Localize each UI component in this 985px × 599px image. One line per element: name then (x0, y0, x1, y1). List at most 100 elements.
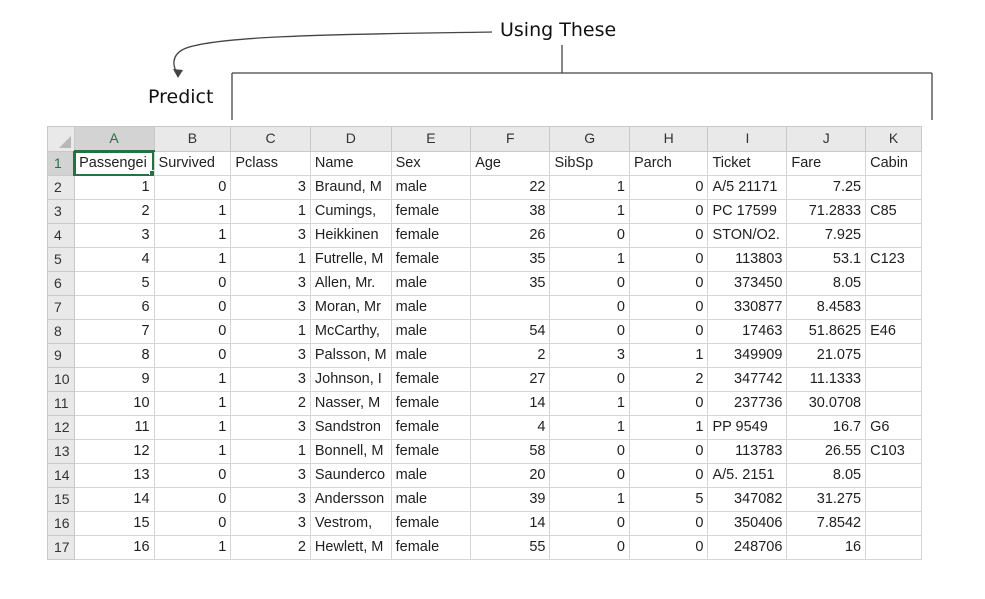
cell[interactable]: Cumings, (309, 199, 392, 224)
cell[interactable]: Passengei (73, 150, 155, 176)
row-header[interactable]: 5 (47, 247, 75, 272)
cell[interactable]: male (390, 487, 472, 512)
cell[interactable]: 0 (628, 391, 709, 416)
cell[interactable]: Name (309, 150, 392, 176)
cell[interactable]: Pclass (230, 150, 311, 176)
cell[interactable] (865, 511, 922, 536)
cell[interactable]: 350406 (707, 511, 788, 536)
cell[interactable] (865, 223, 922, 248)
cell[interactable]: male (390, 343, 472, 368)
cell[interactable]: 0 (628, 319, 709, 344)
cell[interactable]: 17463 (707, 319, 788, 344)
cell[interactable]: 11.1333 (786, 367, 867, 392)
cell[interactable]: 5 (73, 271, 155, 296)
cell[interactable]: PP 9549 (707, 415, 788, 440)
cell[interactable]: 1 (549, 199, 630, 224)
cell[interactable]: 0 (628, 439, 709, 464)
cell[interactable]: female (390, 247, 472, 272)
row-header[interactable]: 12 (47, 415, 75, 440)
cell[interactable]: STON/O2. (707, 223, 788, 248)
cell[interactable]: female (390, 535, 472, 560)
column-header-d[interactable]: D (309, 126, 392, 152)
cell[interactable]: 0 (628, 175, 709, 200)
cell[interactable]: 38 (470, 199, 551, 224)
cell[interactable]: 71.2833 (786, 199, 867, 224)
row-header[interactable]: 14 (47, 463, 75, 488)
cell[interactable]: 113803 (707, 247, 788, 272)
select-all-corner[interactable] (47, 126, 75, 152)
column-header-j[interactable]: J (786, 126, 867, 152)
row-header[interactable]: 3 (47, 199, 75, 224)
cell[interactable]: 55 (470, 535, 551, 560)
cell[interactable]: female (390, 199, 472, 224)
cell[interactable]: 237736 (707, 391, 788, 416)
cell[interactable]: male (390, 463, 472, 488)
cell[interactable]: 1 (153, 247, 232, 272)
cell[interactable]: 10 (73, 391, 155, 416)
cell[interactable] (865, 391, 922, 416)
cell[interactable]: 1 (549, 391, 630, 416)
cell[interactable]: Braund, M (309, 175, 392, 200)
cell[interactable]: Ticket (707, 150, 788, 176)
row-header[interactable]: 6 (47, 271, 75, 296)
cell[interactable]: 3 (230, 271, 311, 296)
cell[interactable]: Cabin (865, 150, 922, 176)
cell[interactable]: 54 (470, 319, 551, 344)
cell[interactable]: 35 (470, 247, 551, 272)
cell[interactable]: 8 (73, 343, 155, 368)
cell[interactable]: 1 (549, 415, 630, 440)
cell[interactable]: 113783 (707, 439, 788, 464)
cell[interactable]: 1 (628, 415, 709, 440)
cell[interactable]: 248706 (707, 535, 788, 560)
cell[interactable]: Bonnell, M (309, 439, 392, 464)
cell[interactable]: 7.925 (786, 223, 867, 248)
cell[interactable]: Sandstron (309, 415, 392, 440)
cell[interactable]: 3 (230, 367, 311, 392)
fill-handle[interactable] (148, 170, 154, 175)
cell[interactable]: female (390, 391, 472, 416)
cell[interactable]: 1 (230, 247, 311, 272)
cell[interactable] (865, 535, 922, 560)
cell[interactable]: 3 (230, 295, 311, 320)
cell[interactable]: 3 (230, 487, 311, 512)
cell[interactable] (865, 295, 922, 320)
cell[interactable]: 21.075 (786, 343, 867, 368)
cell[interactable] (865, 271, 922, 296)
cell[interactable]: 31.275 (786, 487, 867, 512)
cell[interactable]: 2 (628, 367, 709, 392)
cell[interactable]: 1 (153, 535, 232, 560)
cell[interactable]: 8.4583 (786, 295, 867, 320)
cell[interactable]: 11 (73, 415, 155, 440)
column-header-c[interactable]: C (230, 126, 311, 152)
cell[interactable]: C103 (865, 439, 922, 464)
cell[interactable]: 1 (153, 223, 232, 248)
cell[interactable]: female (390, 415, 472, 440)
cell[interactable]: 1 (230, 439, 311, 464)
cell[interactable]: 16 (73, 535, 155, 560)
cell[interactable]: 0 (549, 271, 630, 296)
cell[interactable]: male (390, 295, 472, 320)
cell[interactable]: 4 (73, 247, 155, 272)
column-header-e[interactable]: E (390, 126, 472, 152)
cell[interactable]: 0 (628, 511, 709, 536)
cell[interactable]: Hewlett, M (309, 535, 392, 560)
cell[interactable]: 0 (549, 511, 630, 536)
cell[interactable]: 0 (153, 271, 232, 296)
cell[interactable]: 0 (628, 463, 709, 488)
cell[interactable]: 39 (470, 487, 551, 512)
row-header[interactable]: 9 (47, 343, 75, 368)
cell[interactable]: 2 (73, 199, 155, 224)
cell[interactable]: Saunderco (309, 463, 392, 488)
cell[interactable]: 35 (470, 271, 551, 296)
cell[interactable]: Sex (390, 150, 472, 176)
cell[interactable]: 3 (230, 415, 311, 440)
cell[interactable]: Age (470, 150, 551, 176)
cell[interactable]: 3 (549, 343, 630, 368)
cell[interactable]: 3 (230, 175, 311, 200)
row-header[interactable]: 2 (47, 175, 75, 200)
cell[interactable]: male (390, 271, 472, 296)
cell[interactable]: 2 (230, 535, 311, 560)
cell[interactable]: 2 (230, 391, 311, 416)
cell[interactable]: 5 (628, 487, 709, 512)
